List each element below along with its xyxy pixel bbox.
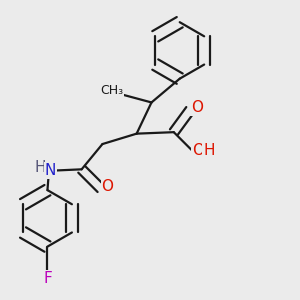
Text: F: F: [43, 271, 52, 286]
Text: O: O: [101, 179, 113, 194]
Text: H: H: [203, 143, 214, 158]
Text: N: N: [45, 163, 56, 178]
Text: O: O: [192, 143, 204, 158]
Text: O: O: [191, 100, 203, 115]
Text: CH₃: CH₃: [100, 84, 123, 97]
Text: H: H: [35, 160, 46, 175]
